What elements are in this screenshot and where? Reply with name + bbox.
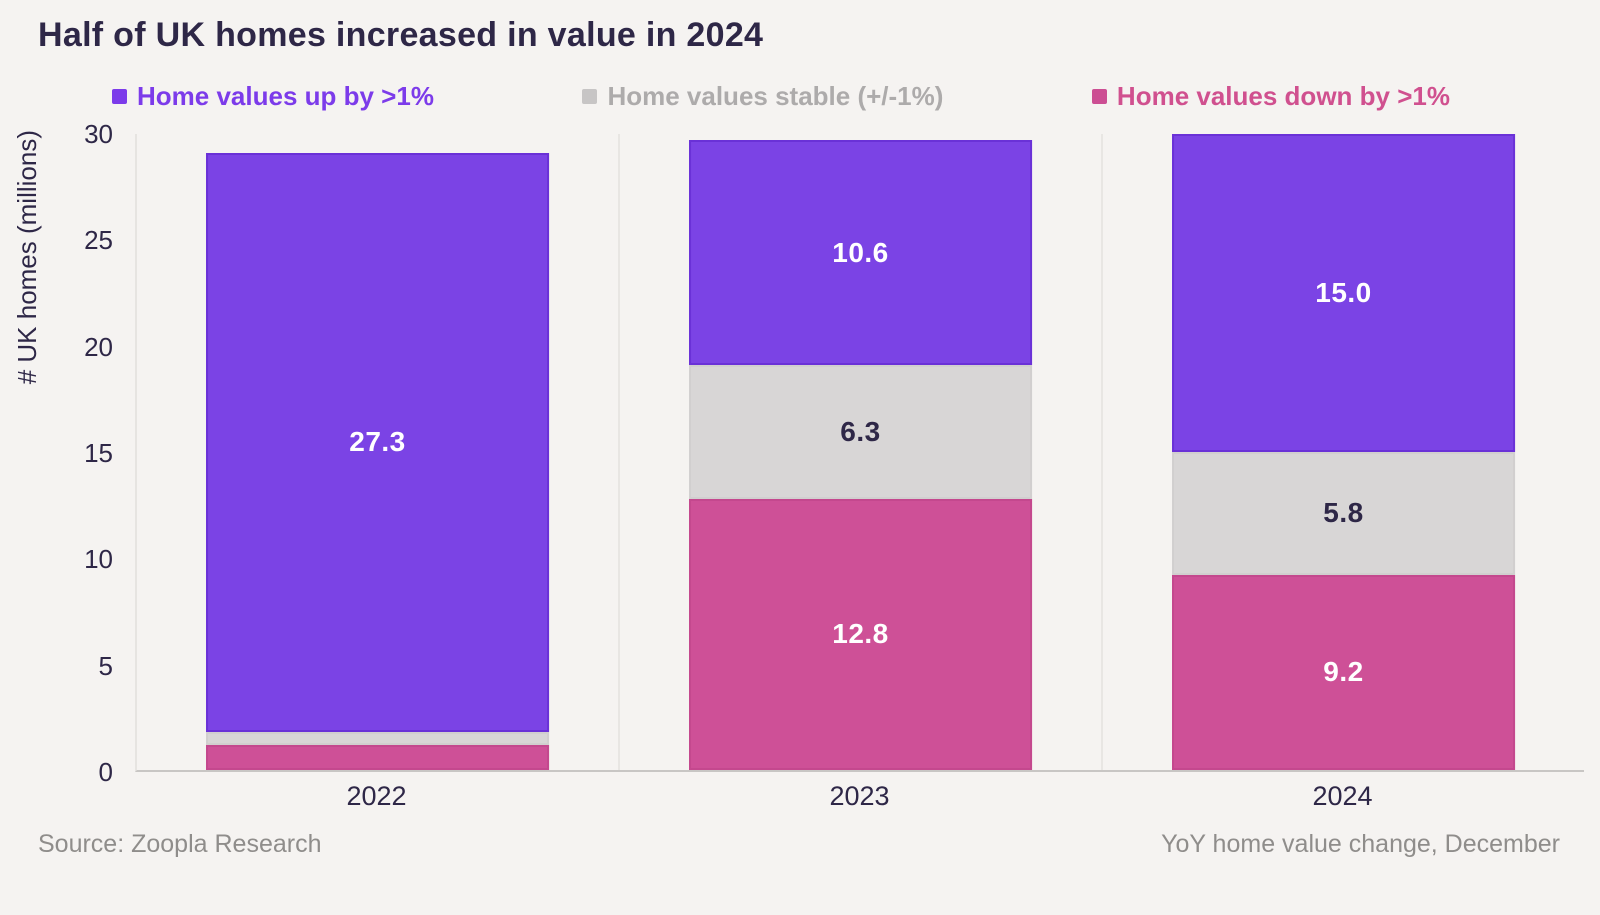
bar-value-label: 9.2 bbox=[1323, 656, 1364, 688]
footer: Source: Zoopla Research YoY home value c… bbox=[38, 830, 1560, 859]
bar-2023: 12.8 6.3 10.6 bbox=[688, 134, 1033, 770]
y-tick-30: 30 bbox=[84, 119, 113, 149]
y-tick-25: 25 bbox=[84, 225, 113, 256]
legend-swatch-down bbox=[1091, 89, 1107, 104]
bar-value-label: 10.6 bbox=[832, 236, 889, 268]
bar-segment-up-2022: 27.3 bbox=[205, 153, 550, 732]
legend-item-stable: Home values stable (+/-1%) bbox=[582, 81, 943, 112]
chart-area: # UK homes (millions) 0 5 10 15 20 25 30 27.3 1… bbox=[0, 119, 1600, 787]
legend: Home values up by >1% Home values stable … bbox=[112, 81, 1450, 112]
bar-segment-up-2024: 15.0 bbox=[1171, 134, 1516, 453]
x-label-2023: 2023 bbox=[829, 780, 890, 811]
x-label-2024: 2024 bbox=[1312, 780, 1373, 811]
category-column-2024: 9.2 5.8 15.0 bbox=[1101, 134, 1584, 770]
legend-item-down: Home values down by >1% bbox=[1091, 81, 1450, 112]
y-tick-10: 10 bbox=[84, 544, 113, 575]
y-axis: # UK homes (millions) 0 5 10 15 20 25 30 bbox=[0, 119, 135, 787]
plot-area: 27.3 12.8 6.3 10.6 9.2 5.8 15.0 bbox=[135, 134, 1584, 772]
bar-value-label: 12.8 bbox=[832, 618, 889, 650]
footnote: YoY home value change, December bbox=[1161, 830, 1560, 858]
bar-2024: 9.2 5.8 15.0 bbox=[1171, 134, 1516, 770]
category-column-2023: 12.8 6.3 10.6 bbox=[618, 134, 1101, 770]
bar-segment-stable-2023: 6.3 bbox=[688, 365, 1033, 499]
bar-segment-down-2024: 9.2 bbox=[1171, 574, 1516, 770]
legend-label-down: Home values down by >1% bbox=[1116, 81, 1450, 111]
y-tick-15: 15 bbox=[84, 438, 113, 468]
y-tick-0: 0 bbox=[98, 757, 113, 787]
y-tick-20: 20 bbox=[84, 331, 113, 362]
bar-value-label: 15.0 bbox=[1315, 277, 1372, 309]
bar-2022: 27.3 bbox=[205, 134, 550, 770]
bar-segment-down-2023: 12.8 bbox=[688, 498, 1033, 770]
source-note: Source: Zoopla Research bbox=[38, 830, 322, 858]
legend-label-up: Home values up by >1% bbox=[137, 81, 434, 111]
chart-title: Half of UK homes increased in value in 2… bbox=[38, 16, 764, 54]
bar-segment-up-2023: 10.6 bbox=[688, 140, 1033, 366]
legend-item-up: Home values up by >1% bbox=[112, 81, 434, 112]
legend-label-stable: Home values stable (+/-1%) bbox=[607, 81, 944, 111]
bar-segment-down-2022 bbox=[205, 744, 550, 770]
x-label-2022: 2022 bbox=[346, 780, 407, 811]
y-axis-title: # UK homes (millions) bbox=[12, 130, 42, 385]
bar-value-label: 6.3 bbox=[840, 415, 881, 447]
bar-value-label: 27.3 bbox=[349, 426, 406, 458]
y-tick-5: 5 bbox=[98, 650, 113, 681]
legend-swatch-stable bbox=[582, 89, 598, 104]
bar-value-label: 5.8 bbox=[1323, 497, 1364, 529]
bar-segment-stable-2022 bbox=[205, 731, 550, 745]
bar-segment-stable-2024: 5.8 bbox=[1171, 452, 1516, 575]
x-axis: 2022 2023 2024 bbox=[135, 772, 1584, 820]
category-column-2022: 27.3 bbox=[137, 134, 618, 770]
legend-swatch-up bbox=[112, 89, 127, 104]
